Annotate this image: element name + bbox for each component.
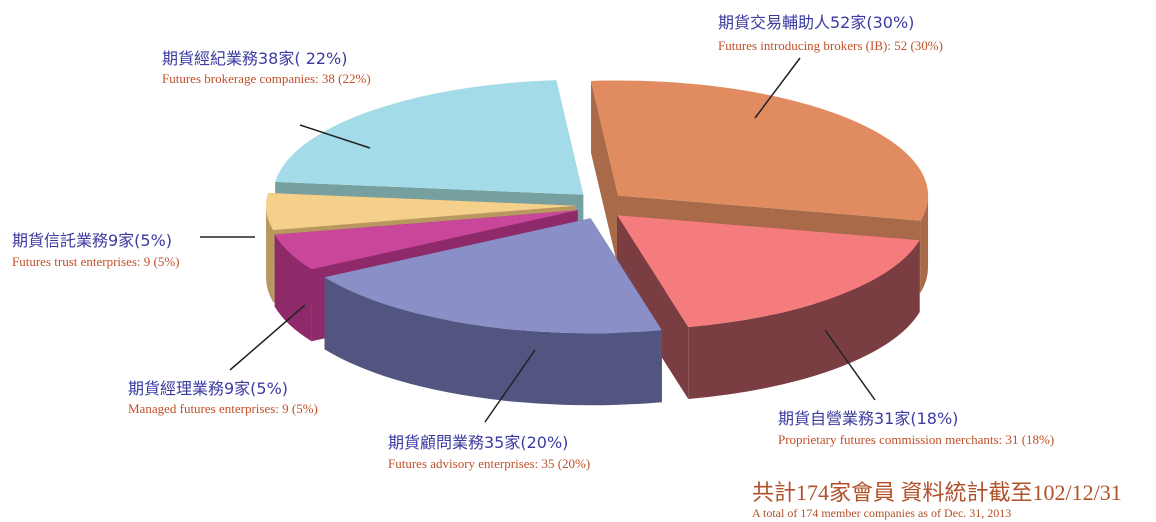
slice-top xyxy=(274,210,578,270)
slice-label: 期貨自營業務31家(18%) xyxy=(778,409,958,428)
slice-label: 期貨經紀業務38家( 22%) xyxy=(162,49,348,68)
slice-label: 期貨交易輔助人52家(30%) xyxy=(718,13,914,32)
slice-label-en: Futures advisory enterprises: 35 (20%) xyxy=(388,456,590,471)
slice-side xyxy=(266,205,274,303)
slice-side xyxy=(324,277,662,406)
slice-top xyxy=(275,80,584,195)
slice-label-en: Futures trust enterprises: 9 (5%) xyxy=(12,254,180,269)
leader-line xyxy=(484,349,536,423)
leader-line xyxy=(229,304,306,371)
slice-label-en: Managed futures enterprises: 9 (5%) xyxy=(128,401,318,416)
slice-side xyxy=(688,240,920,400)
leader-line xyxy=(754,57,801,119)
slice xyxy=(617,215,920,400)
slice-label: 期貨信託業務9家(5%) xyxy=(12,231,172,250)
slice-label: 期貨顧問業務35家(20%) xyxy=(388,433,568,452)
slice-wall xyxy=(617,215,689,400)
leader-line xyxy=(299,124,371,149)
slice-top xyxy=(591,80,929,221)
slice-top xyxy=(266,192,577,231)
slice-label-en: Proprietary futures commission merchants… xyxy=(778,432,1054,447)
note: 共計174家會員 資料統計截至102/12/31 xyxy=(752,480,1122,505)
slice-top xyxy=(324,218,662,334)
slice-top xyxy=(617,215,920,328)
slice-side xyxy=(274,234,312,342)
slice-label: 期貨經理業務9家(5%) xyxy=(128,379,288,398)
slice xyxy=(324,218,662,406)
note-en: A total of 174 member companies as of De… xyxy=(752,506,1011,520)
slice-wall xyxy=(591,80,619,268)
slice-side xyxy=(920,195,929,293)
slice-label-en: Futures brokerage companies: 38 (22%) xyxy=(162,71,371,86)
leader-line xyxy=(824,329,876,401)
slice-label-en: Futures introducing brokers (IB): 52 (30… xyxy=(718,38,943,53)
